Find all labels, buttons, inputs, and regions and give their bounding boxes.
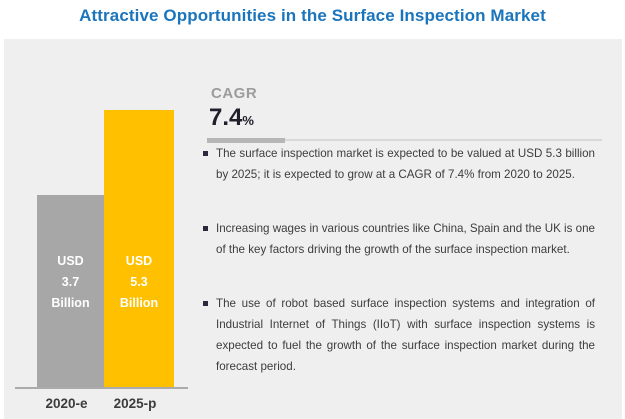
bar-2020e-value-line-currency: USD [57, 254, 84, 268]
bullet-square-icon [203, 151, 208, 156]
bar-2025p: USD 5.3 Billion [104, 110, 174, 388]
cagr-percent-sign: % [242, 113, 254, 128]
bullet-list: The surface inspection market is expecte… [203, 143, 595, 377]
bar-2025p-value-line-number: 5.3 [130, 275, 148, 289]
bullet-text-wages-driver: Increasing wages in various countries li… [216, 222, 595, 256]
bar-2025p-value-label: USD 5.3 Billion [104, 251, 174, 314]
bullet-square-icon [203, 226, 208, 231]
axis-label-2020e: 2020-e [45, 396, 88, 411]
bullet-text-market-value: The surface inspection market is expecte… [216, 147, 595, 181]
cagr-divider-dark-segment [207, 138, 285, 143]
bar-2020e-value-line-number: 3.7 [61, 275, 80, 289]
bar-2020e-value-line-unit: Billion [51, 296, 90, 310]
page-title: Attractive Opportunities in the Surface … [79, 6, 546, 25]
bullet-item-robot-iiot: The use of robot based surface inspectio… [203, 293, 595, 377]
chart-panel: CAGR 7.4% USD 3.7 Billion USD 5.3 Billio… [4, 39, 622, 419]
bullet-text-robot-iiot: The use of robot based surface inspectio… [216, 297, 595, 373]
bar-2020e-value-label: USD 3.7 Billion [37, 251, 104, 314]
bar-2025p-value-line-currency: USD [125, 254, 153, 268]
bar-2020e: USD 3.7 Billion [37, 195, 104, 388]
bullet-square-icon [203, 301, 208, 306]
x-axis-line [15, 387, 188, 389]
axis-label-2025p: 2025-p [113, 396, 157, 411]
cagr-divider-light-segment [285, 139, 602, 141]
bullet-item-wages-driver: Increasing wages in various countries li… [203, 218, 595, 260]
bullet-item-market-value: The surface inspection market is expecte… [203, 143, 595, 185]
cagr-value-number: 7.4 [209, 104, 243, 131]
cagr-value: 7.4% [209, 104, 254, 132]
bar-2025p-value-line-unit: Billion [119, 296, 159, 310]
cagr-label: CAGR [211, 85, 258, 102]
